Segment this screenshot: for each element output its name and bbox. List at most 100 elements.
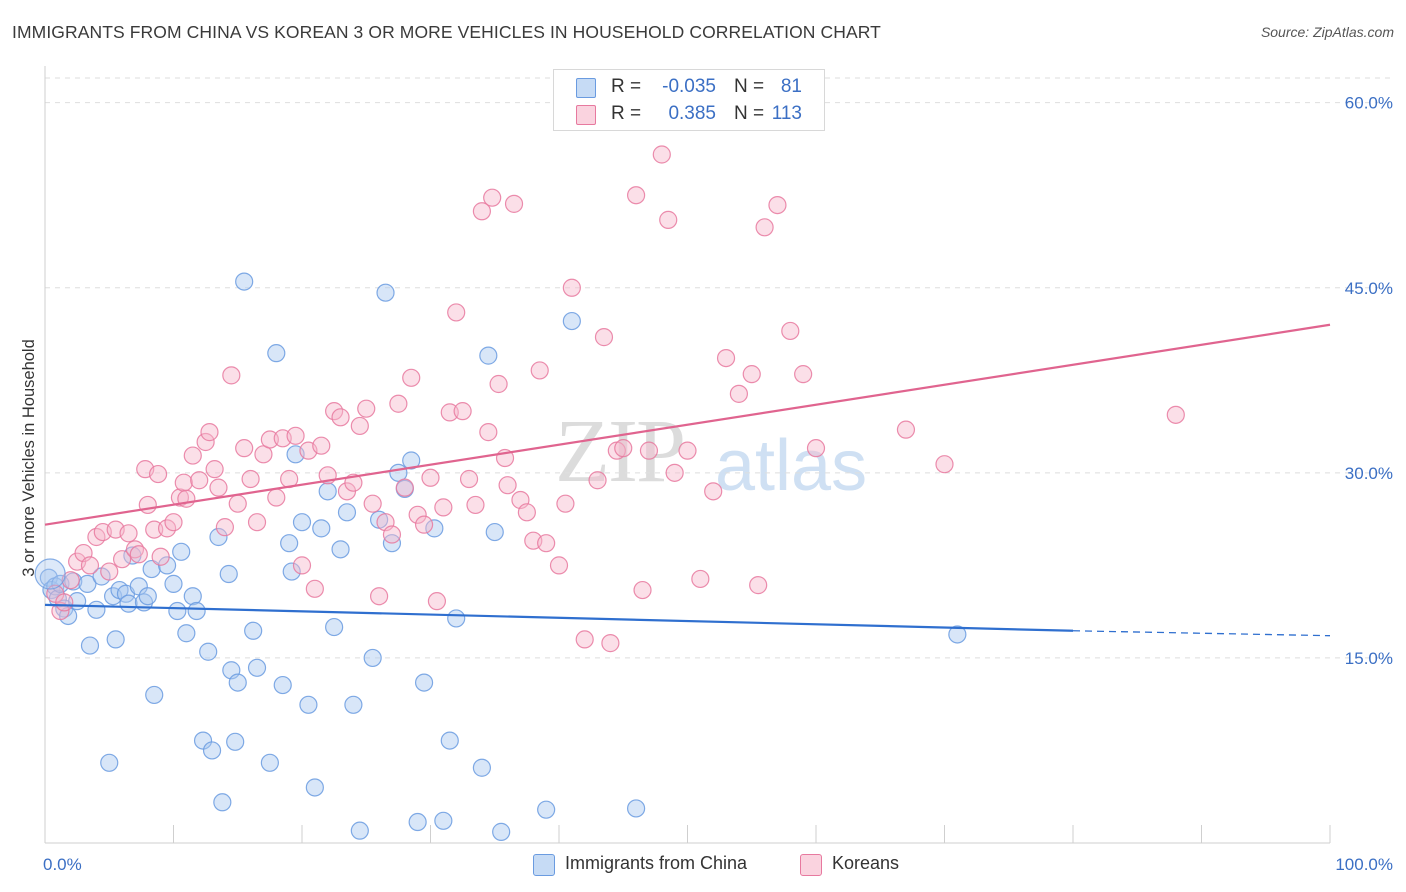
korean-point	[312, 436, 331, 455]
china-point-large	[34, 558, 66, 590]
china-point	[235, 272, 254, 291]
korean-point	[755, 218, 774, 237]
korean-point	[729, 384, 749, 403]
china-trend-line	[44, 603, 1074, 632]
chart-source: Source: ZipAtlas.com	[1260, 24, 1394, 40]
korean-point	[395, 478, 414, 497]
legend-r-label: R =	[611, 76, 642, 97]
korean-point	[235, 439, 254, 458]
korean-point	[402, 368, 421, 387]
china-point	[414, 673, 434, 692]
axes	[44, 66, 1331, 844]
korean-point	[704, 482, 723, 501]
korean-point	[51, 601, 70, 621]
china-point	[87, 600, 106, 619]
china-point	[138, 587, 157, 606]
china-point	[485, 522, 504, 542]
china-point	[80, 636, 100, 655]
watermark-atlas: atlas	[715, 426, 868, 506]
korean-point	[549, 556, 569, 575]
korean-point	[517, 503, 536, 522]
china-point	[177, 624, 196, 643]
bottom-legend-swatch-china	[533, 854, 555, 876]
korean-point	[183, 446, 202, 465]
korean-point	[247, 513, 267, 532]
korean-point	[305, 579, 324, 598]
china-point	[363, 648, 382, 668]
korean-point	[205, 460, 224, 479]
korean-point	[633, 580, 652, 600]
korean-point	[659, 210, 678, 229]
china-point	[376, 283, 395, 302]
korean-point	[267, 488, 286, 507]
korean-point	[479, 423, 498, 442]
korean-point	[575, 630, 594, 649]
korean-point	[129, 545, 148, 564]
korean-point	[112, 550, 132, 569]
korean-trend-line	[44, 323, 1331, 526]
bottom-legend-swatch-koreans	[800, 854, 822, 876]
trend-lines	[44, 323, 1331, 637]
korean-point	[421, 468, 440, 487]
legend-n-label: N =	[734, 103, 765, 124]
china-point	[172, 542, 191, 561]
korean-point	[489, 374, 508, 394]
korean-point	[472, 202, 491, 221]
korean-point	[209, 478, 228, 497]
korean-point	[453, 402, 472, 421]
korean-point	[370, 587, 389, 606]
legend-n-label: N =	[734, 76, 765, 97]
china-point	[282, 562, 301, 581]
tick-labels: 15.0% 30.0% 45.0% 60.0% 0.0% 100.0% 3 or more …	[20, 94, 1393, 874]
china-point	[273, 675, 292, 695]
korean-point	[357, 399, 376, 418]
china-point	[100, 753, 119, 772]
korean-point	[61, 571, 80, 590]
korean-point	[196, 432, 215, 452]
grid-lines	[45, 77, 1393, 659]
bottom-legend-label-china: Immigrants from China	[565, 853, 748, 873]
korean-point	[794, 365, 813, 384]
korean-point	[537, 534, 556, 553]
korean-point	[504, 194, 524, 213]
korean-point	[164, 513, 183, 532]
china-point	[244, 621, 263, 640]
korean-point	[174, 473, 193, 492]
korean-point	[148, 464, 168, 484]
legend-r-label: R =	[611, 103, 642, 124]
china-point	[337, 503, 357, 522]
china-point	[280, 534, 299, 553]
y-tick-label: 30.0%	[1345, 464, 1393, 483]
legend-swatch-koreans	[576, 105, 596, 125]
korean-point	[241, 469, 260, 489]
chart-title: IMMIGRANTS FROM CHINA VS KOREAN 3 OR MOR…	[12, 22, 881, 42]
korean-point	[459, 469, 479, 489]
korean-point	[1166, 405, 1185, 424]
china-point	[440, 731, 459, 750]
korean-point	[145, 520, 164, 539]
korean-point	[498, 476, 517, 495]
china-point	[142, 559, 161, 579]
korean-point	[742, 365, 761, 384]
china-point	[402, 451, 421, 470]
korean-point	[466, 495, 485, 515]
china-point	[299, 695, 318, 714]
korean-point	[483, 188, 502, 207]
y-tick-label: 15.0%	[1345, 649, 1393, 668]
korean-point	[222, 366, 241, 385]
china-point	[226, 732, 245, 751]
korean-point	[530, 361, 549, 380]
korean-point	[806, 439, 826, 458]
korean-point	[896, 420, 916, 439]
y-tick-label: 45.0%	[1345, 279, 1393, 298]
china-trend-line-dashed	[1072, 630, 1331, 637]
china-point	[350, 821, 369, 840]
china-point	[106, 630, 125, 649]
korean-point	[80, 556, 100, 575]
korean-point	[601, 634, 620, 653]
korean-point	[440, 403, 459, 422]
china-point	[479, 346, 498, 365]
china-point	[219, 564, 238, 584]
korean-point	[100, 562, 119, 581]
korean-point	[286, 426, 305, 445]
